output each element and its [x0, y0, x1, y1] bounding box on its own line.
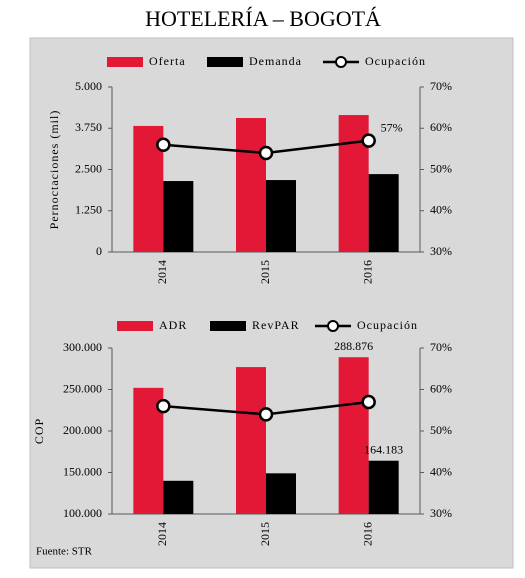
legend-swatch — [207, 57, 243, 67]
y2-tick-label: 70% — [430, 79, 452, 93]
legend-swatch — [210, 321, 246, 331]
line-marker — [258, 145, 274, 161]
line-marker — [156, 137, 171, 152]
bar — [236, 367, 266, 514]
legend-marker — [335, 56, 347, 68]
data-label: 288.876 — [334, 339, 373, 353]
bar — [368, 460, 399, 514]
y-tick-label: 100.000 — [63, 506, 102, 520]
y-tick-label: 300.000 — [63, 340, 102, 354]
source: Fuente: STR — [36, 546, 93, 558]
legend-swatch — [107, 57, 143, 67]
bar — [163, 181, 194, 252]
y-axis-title: Pernoctaciones (mil) — [47, 110, 61, 230]
data-label: 57% — [381, 120, 403, 134]
legend-marker — [327, 320, 339, 332]
x-tick-label: 2014 — [155, 522, 169, 546]
legend-label: Demanda — [249, 54, 302, 68]
x-tick-label: 2015 — [258, 260, 272, 284]
y2-tick-label: 70% — [430, 340, 452, 354]
x-tick-label: 2015 — [258, 522, 272, 546]
y-tick-label: 1.250 — [75, 203, 102, 217]
y2-tick-label: 30% — [430, 244, 452, 258]
y2-tick-label: 40% — [430, 464, 452, 478]
legend-label: RevPAR — [252, 318, 300, 332]
legend-label: Oferta — [149, 54, 186, 68]
legend-label: Ocupación — [357, 318, 418, 332]
x-tick-label: 2016 — [360, 260, 374, 284]
x-tick-label: 2014 — [155, 260, 169, 284]
line-marker — [156, 398, 171, 414]
y2-tick-label: 30% — [430, 506, 452, 520]
legend-swatch — [117, 321, 153, 331]
data-label: 164.183 — [364, 442, 403, 456]
y-axis-title: COP — [32, 418, 46, 444]
y-tick-label: 3.750 — [75, 120, 102, 134]
line-marker — [361, 133, 376, 148]
y2-tick-label: 60% — [430, 120, 452, 134]
bar — [368, 174, 399, 252]
y-tick-label: 2.500 — [75, 161, 102, 175]
bar — [338, 357, 369, 514]
legend-label: ADR — [159, 318, 187, 332]
y2-tick-label: 50% — [430, 161, 452, 175]
x-tick-label: 2016 — [360, 522, 374, 546]
y-tick-label: 5.000 — [75, 79, 102, 93]
bar — [163, 480, 194, 514]
bar — [236, 118, 266, 253]
legend-label: Ocupación — [365, 54, 426, 68]
y2-tick-label: 60% — [430, 381, 452, 395]
y2-tick-label: 40% — [430, 203, 452, 217]
line-marker — [258, 407, 274, 422]
bar — [266, 473, 296, 514]
y-tick-label: 250.000 — [63, 381, 102, 395]
y-tick-label: 200.000 — [63, 423, 102, 437]
bar — [266, 180, 296, 252]
y2-tick-label: 50% — [430, 423, 452, 437]
chart-title: HOTELERÍA – BOGOTÁ — [145, 6, 381, 31]
y-tick-label: 0 — [96, 244, 102, 258]
y-tick-label: 150.000 — [63, 464, 102, 478]
line-marker — [361, 394, 376, 410]
